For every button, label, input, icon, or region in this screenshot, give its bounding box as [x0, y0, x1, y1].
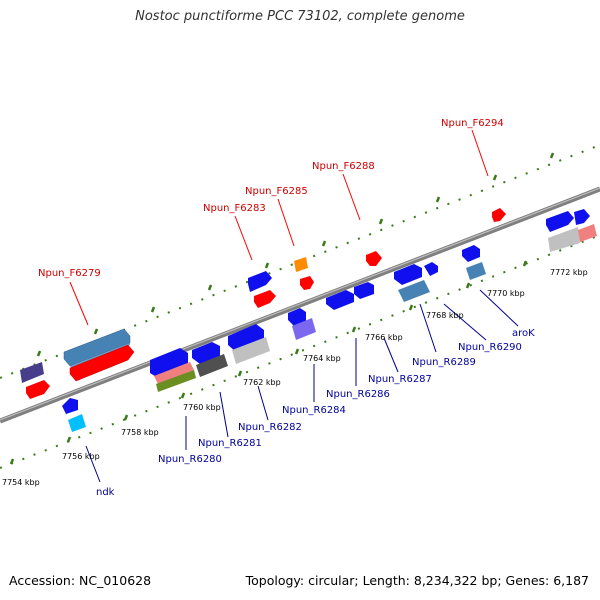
gene-label-reverse[interactable]: Npun_R6286	[326, 389, 390, 400]
gene-F6279-neighbor[interactable]	[20, 362, 50, 399]
gene-label-forward[interactable]: Npun_F6294	[441, 118, 504, 129]
gene-R6290[interactable]	[462, 245, 486, 280]
forward-label-leaders	[69, 129, 489, 326]
gene-right-cluster[interactable]	[546, 209, 597, 252]
genome-summary-text: Topology: circular; Length: 8,234,322 bp…	[245, 573, 589, 588]
gene-ndk[interactable]	[62, 398, 86, 432]
major-ticks	[9, 152, 555, 465]
genome-backbone	[0, 186, 600, 424]
gene-label-forward[interactable]: Npun_F6279	[38, 268, 101, 279]
tick-label: 7762 kbp	[243, 378, 281, 387]
page-title: Nostoc punctiforme PCC 73102, complete g…	[135, 9, 465, 24]
tick-label: 7764 kbp	[303, 354, 341, 363]
gene-F6288[interactable]	[366, 251, 382, 266]
gene-R6286[interactable]	[326, 282, 374, 310]
tick-label: 7760 kbp	[183, 403, 221, 412]
gene-R6280[interactable]	[150, 348, 196, 392]
gene-label-reverse[interactable]: ndk	[96, 487, 115, 498]
gene-label-reverse[interactable]: Npun_R6280	[158, 454, 222, 465]
gene-label-reverse[interactable]: Npun_R6290	[458, 342, 522, 353]
tick-label: 7768 kbp	[426, 311, 464, 320]
gene-F6285[interactable]	[294, 257, 314, 290]
gene-F6294[interactable]	[492, 208, 506, 222]
gene-R6287[interactable]	[394, 262, 438, 302]
tick-label: 7758 kbp	[121, 428, 159, 437]
accession-text: Accession: NC_010628	[9, 573, 152, 588]
gene-R6281[interactable]	[192, 342, 228, 377]
gene-label-forward[interactable]: Npun_F6288	[312, 161, 375, 172]
tick-label: 7754 kbp	[2, 478, 40, 487]
gene-label-reverse[interactable]: Npun_R6284	[282, 405, 346, 416]
gene-label-reverse[interactable]: Npun_R6289	[412, 357, 476, 368]
gene-label-reverse[interactable]: Npun_R6282	[238, 422, 302, 433]
gene-R6282[interactable]	[228, 324, 270, 364]
tick-label: 7772 kbp	[550, 268, 588, 277]
tick-label: 7766 kbp	[365, 333, 403, 342]
tick-label: 7770 kbp	[487, 289, 525, 298]
gene-label-reverse[interactable]: aroK	[512, 328, 535, 339]
gene-F6283[interactable]	[248, 271, 276, 308]
gene-label-forward[interactable]: Npun_F6283	[203, 203, 266, 214]
gene-label-forward[interactable]: Npun_F6285	[245, 186, 308, 197]
tick-label: 7756 kbp	[62, 452, 100, 461]
gene-R6284[interactable]	[288, 308, 316, 340]
gene-label-reverse[interactable]: Npun_R6287	[368, 374, 432, 385]
gene-F6279[interactable]	[63, 328, 135, 382]
gene-label-reverse[interactable]: Npun_R6281	[198, 438, 262, 449]
reverse-label-leaders	[85, 289, 519, 483]
